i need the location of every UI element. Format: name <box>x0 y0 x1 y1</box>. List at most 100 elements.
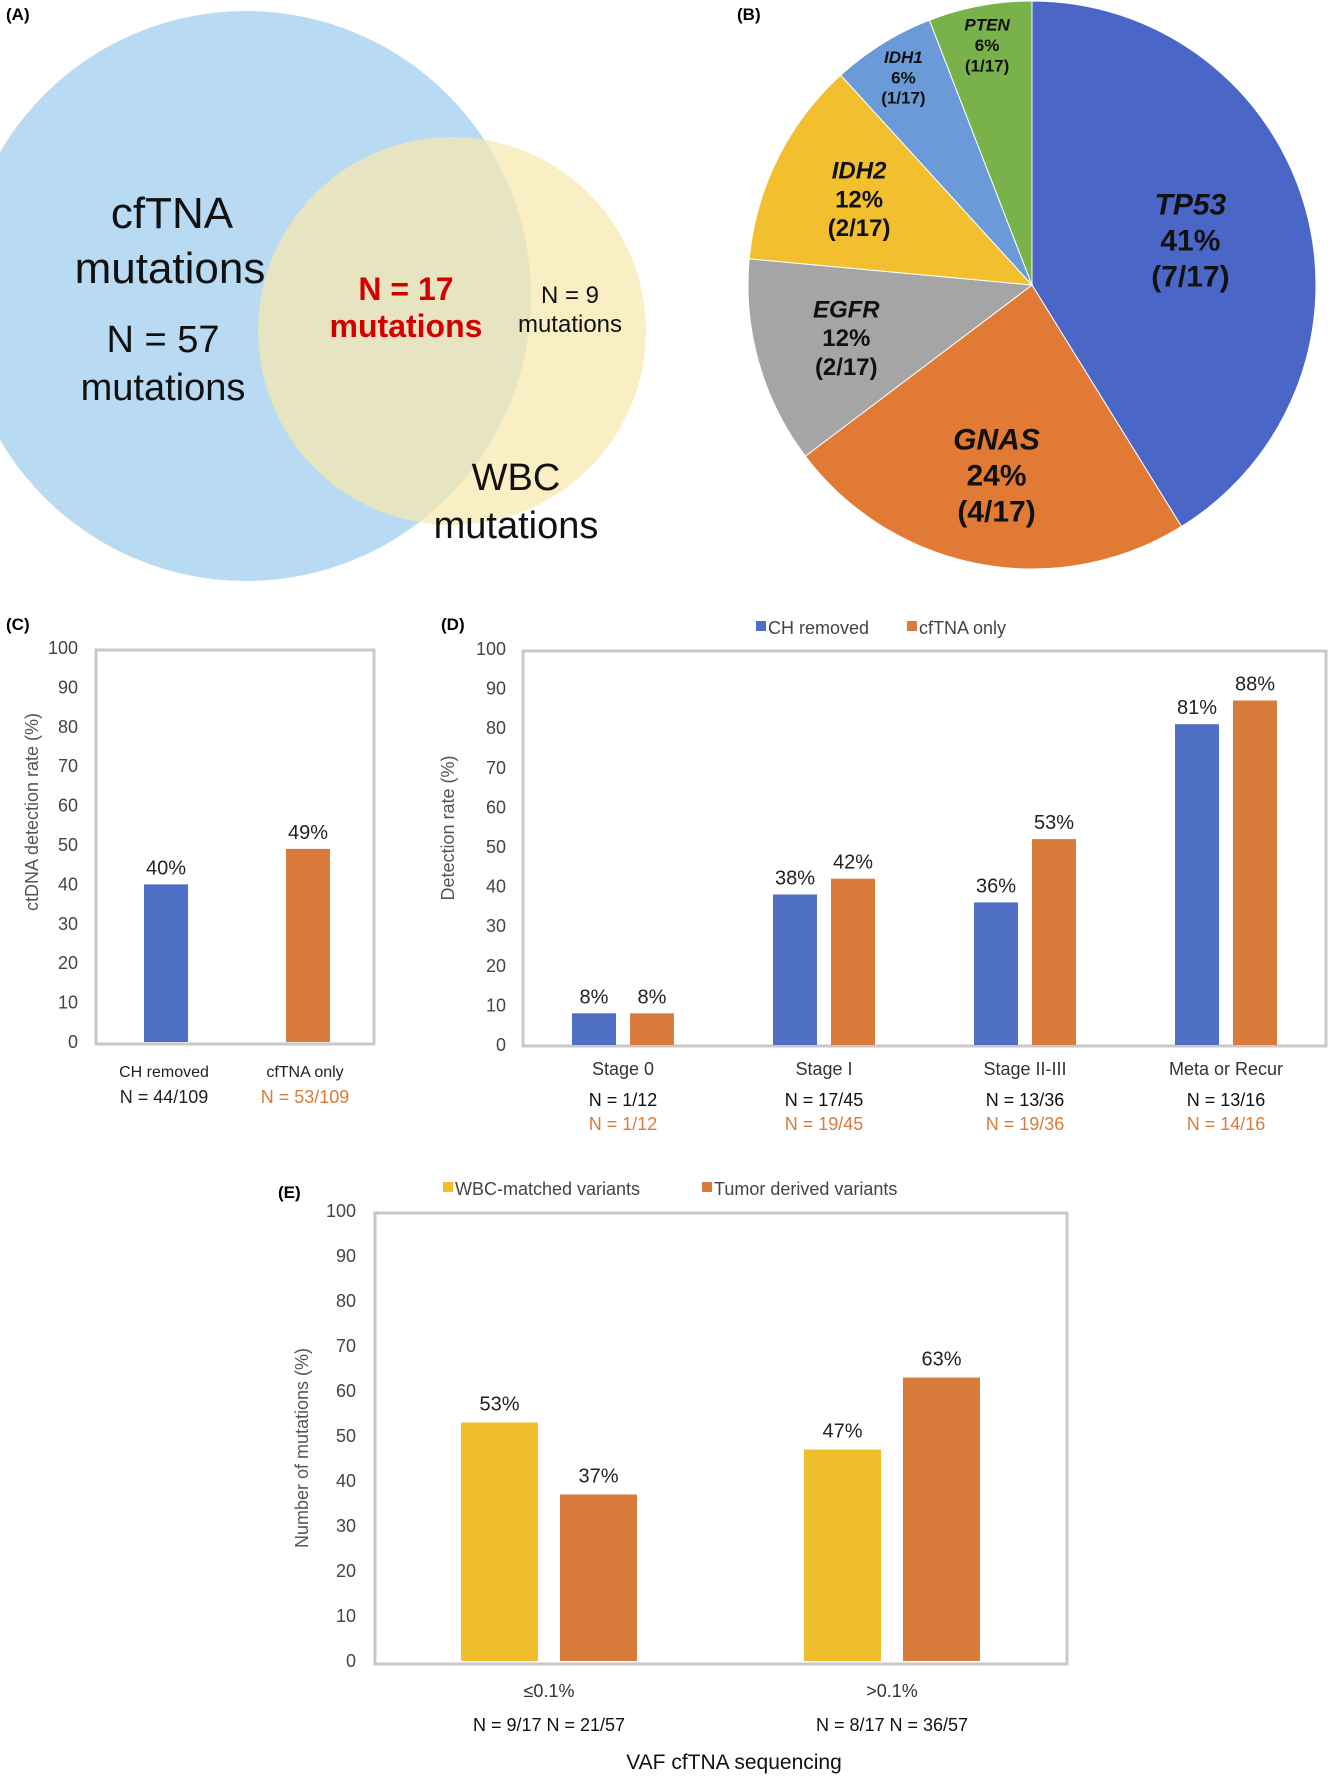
pie-panel: (B) TP5341%(7/17)GNAS24%(4/17)EGFR12%(2/… <box>737 0 1317 570</box>
pie-slice-egfr <box>747 258 1034 457</box>
category-label: >0.1% <box>866 1681 918 1701</box>
y-tick-label: 90 <box>336 1246 356 1266</box>
bar-wbc-matched-variants-low <box>461 1422 538 1661</box>
pie-percent-label: 12% <box>835 186 883 213</box>
category-label: Stage I <box>795 1059 852 1079</box>
y-tick-label: 40 <box>336 1471 356 1491</box>
pie-gene-label: TP53 <box>1155 188 1227 221</box>
legend-swatch-cftna-only <box>907 621 917 631</box>
panel-e-ylabel: Number of mutations (%) <box>292 1348 312 1548</box>
pie-fraction-label: (7/17) <box>1151 260 1229 293</box>
legend-swatch-tumor-derived <box>702 1182 712 1192</box>
count-label: N = 19/45 <box>785 1114 864 1134</box>
panel-a-letter: (A) <box>6 5 30 24</box>
count-label: N = 9/17 N = 21/57 <box>473 1715 625 1735</box>
panel-c-y-ticks: 0 10 20 30 40 50 60 70 80 90 100 <box>48 638 78 1052</box>
pie-gene-label: EGFR <box>813 296 880 323</box>
y-tick-label: 0 <box>68 1032 78 1052</box>
y-tick-label: 30 <box>336 1516 356 1536</box>
y-tick-label: 20 <box>58 953 78 973</box>
venn-right-count-1: N = 9 <box>541 282 599 309</box>
y-tick-label: 0 <box>496 1035 506 1055</box>
count-label: N = 13/16 <box>1187 1090 1266 1110</box>
count-label: N = 44/109 <box>120 1087 209 1107</box>
y-tick-label: 60 <box>58 796 78 816</box>
category-label: Meta or Recur <box>1169 1059 1283 1079</box>
count-label: N = 17/45 <box>785 1090 864 1110</box>
venn-overlap-count-2: mutations <box>330 308 483 344</box>
count-label: N = 14/16 <box>1187 1114 1266 1134</box>
panel-d-frame <box>521 649 1328 1048</box>
pie-slice-gnas <box>804 284 1183 570</box>
panel-e-legend: WBC-matched variants Tumor derived varia… <box>443 1179 897 1199</box>
legend-label-tumor-derived: Tumor derived variants <box>714 1179 897 1199</box>
y-tick-label: 80 <box>336 1291 356 1311</box>
bar-value-label: 53% <box>479 1394 519 1416</box>
count-label: N = 53/109 <box>261 1087 350 1107</box>
bar-value-label: 38% <box>775 868 815 890</box>
bar-ch-removed-stage-0 <box>572 1013 616 1045</box>
pie-percent-label: 12% <box>822 325 870 352</box>
bar-value-label: 88% <box>1235 674 1275 696</box>
y-tick-label: 70 <box>336 1336 356 1356</box>
pie-gene-label: IDH2 <box>832 158 887 185</box>
bar-cftna-only <box>286 848 330 1042</box>
panel-d-bars: 8% N = 1/12 38% N = 17/45 36% N = 13/36 81% N =… <box>572 674 1283 1134</box>
panel-c-letter: (C) <box>6 615 30 634</box>
venn-panel: (A) cfTNA mutations N = 57 mutations N =… <box>0 5 646 581</box>
bar-tumor-derived-variants-low <box>560 1494 637 1661</box>
y-tick-label: 10 <box>58 993 78 1013</box>
bar-tumor-derived-variants-high <box>903 1377 980 1661</box>
pie-gene-label: GNAS <box>953 423 1040 456</box>
y-tick-label: 0 <box>346 1651 356 1671</box>
bar-value-label: 36% <box>976 875 1016 897</box>
y-tick-label: 70 <box>486 758 506 778</box>
venn-right-title-1: WBC <box>472 457 561 499</box>
bar-value-label: 49% <box>288 822 328 844</box>
legend-label-wbc-matched: WBC-matched variants <box>455 1179 640 1199</box>
y-tick-label: 20 <box>486 956 506 976</box>
y-tick-label: 30 <box>58 914 78 934</box>
bar-value-label: 47% <box>822 1421 862 1443</box>
y-tick-label: 50 <box>58 835 78 855</box>
panel-c-ylabel: ctDNA detection rate (%) <box>22 713 42 911</box>
y-tick-label: 40 <box>58 874 78 894</box>
pie-slices <box>747 0 1317 570</box>
bar-value-label: 8% <box>580 986 609 1008</box>
bar-value-label: 42% <box>833 852 873 874</box>
y-tick-label: 100 <box>326 1201 356 1221</box>
bar-ch-removed-stage-ii-iii <box>974 902 1018 1045</box>
legend-label-ch-removed: CH removed <box>768 618 869 638</box>
bar-cftna-only-meta-or-recur <box>1233 700 1277 1045</box>
panel-e-xlabel: VAF cfTNA sequencing <box>626 1751 842 1774</box>
y-tick-label: 30 <box>486 916 506 936</box>
count-label: N = 13/36 <box>986 1090 1065 1110</box>
pie-percent-label: 41% <box>1160 224 1220 257</box>
panel-e-y-ticks: 0 10 20 30 40 50 60 70 80 90 100 <box>326 1201 356 1671</box>
panel-e-frame <box>373 1211 1069 1666</box>
panel-e: (E) WBC-matched variants Tumor derived v… <box>278 1179 1069 1774</box>
bar-cftna-only-stage-i <box>831 878 875 1045</box>
venn-right-count-2: mutations <box>518 311 622 338</box>
legend-swatch-ch-removed <box>756 621 766 631</box>
y-tick-label: 90 <box>486 679 506 699</box>
y-tick-label: 40 <box>486 877 506 897</box>
y-tick-label: 70 <box>58 756 78 776</box>
panel-c: (C) 0 10 20 30 40 50 60 70 80 90 100 40% CH removed… <box>6 615 376 1107</box>
y-tick-label: 50 <box>486 837 506 857</box>
legend-swatch-wbc-matched <box>443 1182 453 1192</box>
panel-e-letter: (E) <box>278 1183 301 1202</box>
bar-cftna-only-stage-0 <box>630 1013 674 1045</box>
bar-value-label: 40% <box>146 857 186 879</box>
panel-d-letter: (D) <box>441 615 465 634</box>
category-label: Stage 0 <box>592 1059 654 1079</box>
bar-ch-removed-stage-i <box>773 894 817 1045</box>
venn-left-title-2: mutations <box>75 244 266 293</box>
bar-wbc-matched-variants-high <box>804 1449 881 1661</box>
